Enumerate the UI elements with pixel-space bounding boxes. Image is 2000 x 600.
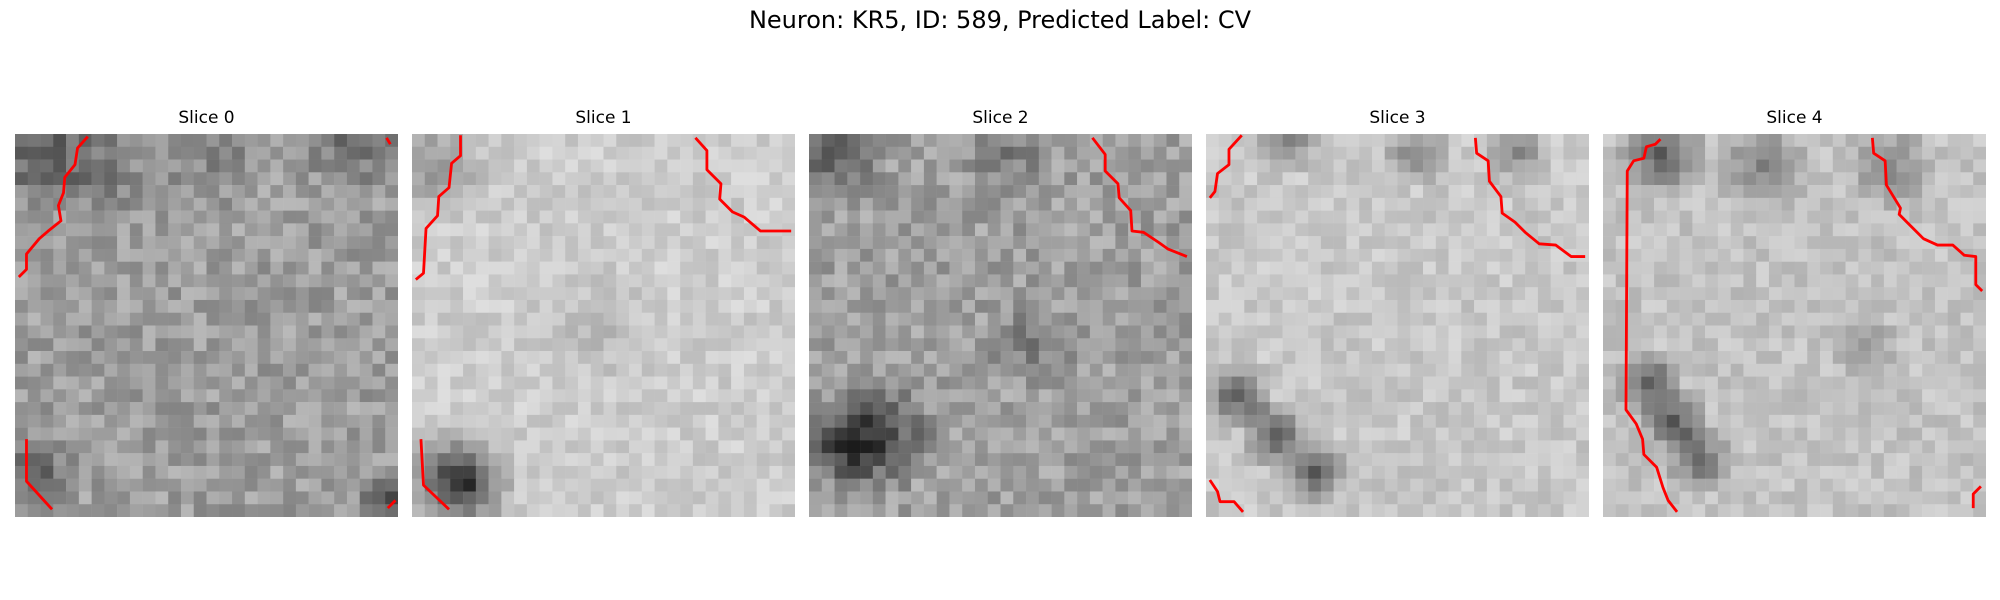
slice-image-1 — [412, 134, 795, 517]
contour-line — [1870, 137, 1984, 293]
contour-line — [414, 135, 462, 281]
slice-title-1: Slice 1 — [575, 108, 632, 128]
slice-title-2: Slice 2 — [972, 108, 1029, 128]
tissue-texture — [809, 134, 1192, 517]
slice-title-0: Slice 0 — [178, 108, 235, 128]
contour-line — [1624, 138, 1679, 513]
slice-panel-0: Slice 0 — [15, 108, 398, 518]
slice-panel-4: Slice 4 — [1603, 108, 1986, 518]
contour-line — [1208, 479, 1245, 513]
slice-image-0 — [15, 134, 398, 517]
tissue-texture — [1603, 134, 1986, 517]
contour-line — [1091, 136, 1188, 258]
contour-line — [419, 439, 450, 511]
slice-panel-3: Slice 3 — [1206, 108, 1589, 518]
contour-line — [386, 499, 397, 510]
contour-line — [25, 439, 54, 511]
contour-line — [1208, 134, 1243, 199]
contour-line — [694, 136, 792, 233]
slice-image-3 — [1206, 134, 1589, 517]
slice-title-3: Slice 3 — [1369, 108, 1426, 128]
contour-line — [385, 137, 392, 145]
contour-line — [1473, 137, 1586, 258]
slice-title-4: Slice 4 — [1766, 108, 1823, 128]
figure-title: Neuron: KR5, ID: 589, Predicted Label: C… — [748, 6, 1252, 34]
tissue-texture — [1206, 134, 1589, 517]
slice-image-2 — [809, 134, 1192, 517]
contour-line — [1971, 485, 1982, 509]
tissue-texture — [412, 134, 795, 517]
slice-panel-1: Slice 1 — [412, 108, 795, 518]
slice-panel-2: Slice 2 — [809, 108, 1192, 518]
tissue-texture — [15, 134, 398, 517]
slice-image-4 — [1603, 134, 1986, 517]
contour-line — [17, 135, 89, 278]
